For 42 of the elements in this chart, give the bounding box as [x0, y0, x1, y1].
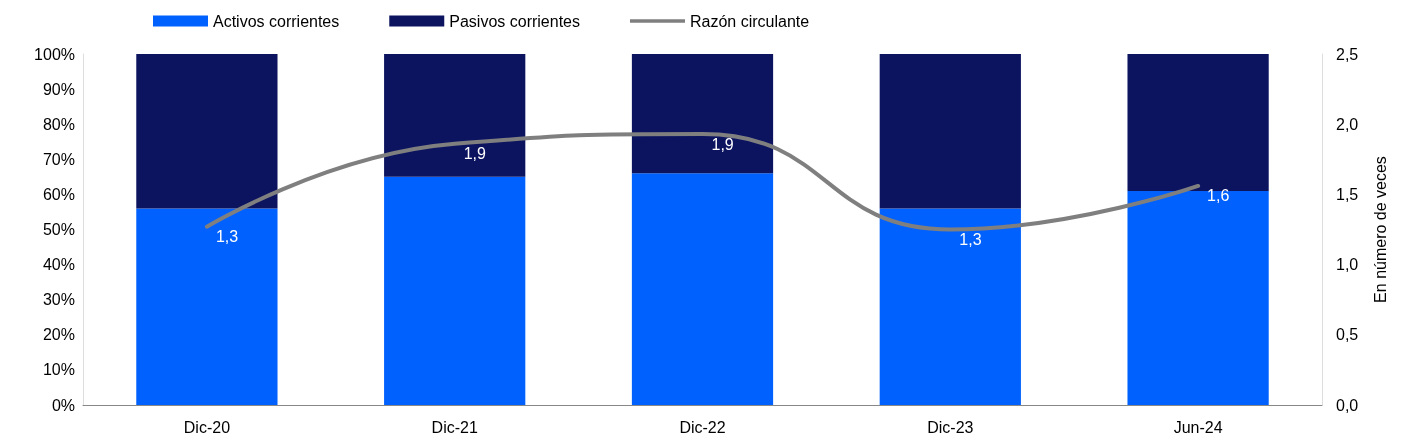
- y2-tick-label: 0,0: [1336, 396, 1359, 414]
- y2-axis-title: En número de veces: [1371, 156, 1389, 303]
- y2-tick-label: 0,5: [1336, 326, 1359, 344]
- bar: [136, 208, 278, 405]
- y2-tick-label: 1,5: [1336, 185, 1359, 203]
- y-tick-label: 60%: [42, 185, 75, 203]
- bar: [1127, 190, 1269, 405]
- y-tick-label: 30%: [42, 291, 75, 309]
- legend-label: Activos corrientes: [213, 12, 340, 30]
- bar: [631, 173, 774, 405]
- data-label: 1,3: [959, 231, 982, 248]
- x-tick-label: Jun-24: [1173, 418, 1223, 436]
- data-label: 1,9: [463, 145, 487, 163]
- line-series: [204, 132, 1201, 232]
- y-tick-label: 40%: [42, 256, 75, 274]
- bar: [384, 176, 526, 405]
- x-tick-label: Dic-23: [927, 418, 974, 436]
- legend-label: Razón circulante: [689, 12, 810, 30]
- data-label: 1,3: [215, 228, 239, 246]
- y-tick-label: 20%: [42, 326, 75, 344]
- bar: [631, 54, 774, 174]
- x-tick-label: Dic-21: [431, 418, 478, 436]
- y2-tick-label: 2,5: [1336, 45, 1359, 63]
- y-tick-label: 0%: [51, 396, 75, 414]
- bar: [384, 54, 526, 177]
- y-tick-label: 10%: [42, 361, 75, 379]
- y-tick-label: 90%: [42, 80, 75, 98]
- x-tick-label: Dic-20: [183, 418, 231, 436]
- bar: [136, 54, 278, 209]
- data-label: 1,9: [711, 135, 734, 153]
- legend-label: Pasivos corrientes: [449, 12, 580, 30]
- y-tick-label: 50%: [42, 221, 75, 238]
- y-tick-label: 100%: [34, 45, 75, 63]
- y2-tick-label: 1,0: [1336, 256, 1359, 274]
- data-label: 1,6: [1207, 187, 1230, 205]
- y2-tick-label: 2,0: [1336, 115, 1359, 133]
- bar: [1127, 54, 1269, 191]
- y-tick-label: 70%: [42, 150, 75, 168]
- y-tick-label: 80%: [42, 115, 75, 133]
- bar: [879, 208, 1021, 405]
- bar: [879, 54, 1021, 209]
- x-tick-label: Dic-22: [679, 418, 726, 436]
